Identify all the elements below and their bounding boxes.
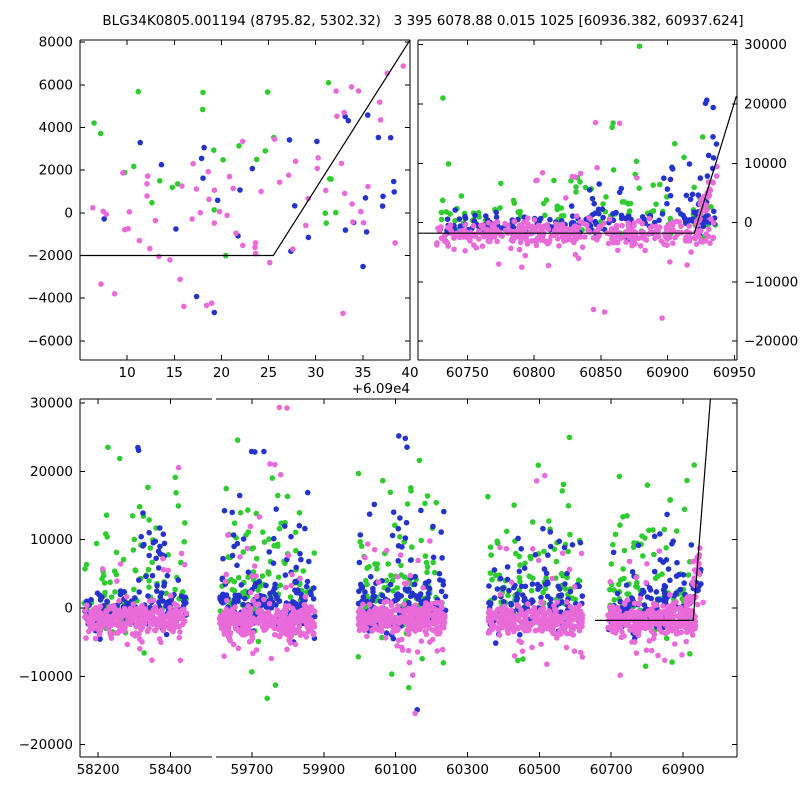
svg-text:8000: 8000	[39, 35, 73, 51]
axes-tr	[417, 39, 738, 361]
scatter-blue	[101, 112, 398, 316]
svg-text:30: 30	[307, 365, 324, 381]
panel-bl: 58200 58400 30000 20000 10000 0 −10000 −20000	[19, 396, 212, 778]
model-line	[595, 399, 711, 621]
svg-text:2000: 2000	[39, 163, 73, 179]
svg-text:−20000: −20000	[19, 737, 73, 753]
svg-text:10: 10	[119, 365, 136, 381]
svg-text:60900: 60900	[646, 365, 689, 381]
svg-text:30000: 30000	[744, 37, 787, 53]
svg-text:58200: 58200	[77, 762, 120, 778]
svg-text:59900: 59900	[302, 762, 345, 778]
axis-offset-label: +6.09e4	[352, 381, 410, 397]
axes-bl	[79, 398, 212, 758]
svg-text:20: 20	[213, 365, 230, 381]
svg-text:6000: 6000	[39, 77, 73, 93]
scatter-pink	[82, 464, 190, 664]
scatter-green	[217, 434, 697, 702]
svg-text:15: 15	[166, 365, 183, 381]
svg-text:−4000: −4000	[27, 291, 73, 307]
svg-text:58400: 58400	[149, 762, 192, 778]
panel-br: 59700 59900 60100 60300 60500 60700 60900	[216, 398, 738, 778]
axes-br	[216, 398, 738, 758]
svg-text:60800: 60800	[513, 365, 556, 381]
svg-text:−20000: −20000	[744, 334, 798, 350]
svg-text:20000: 20000	[30, 464, 73, 480]
svg-text:30000: 30000	[30, 396, 73, 412]
model-line	[418, 96, 737, 234]
svg-text:0: 0	[64, 601, 73, 617]
tick-labels-tr: 60750 60800 60850 60900 60950 30000 20000 10000…	[446, 37, 798, 381]
model-line	[80, 40, 410, 257]
svg-text:59700: 59700	[230, 762, 273, 778]
svg-text:60850: 60850	[579, 365, 622, 381]
svg-text:60700: 60700	[590, 762, 633, 778]
scatter-pink	[90, 63, 407, 317]
svg-text:60500: 60500	[518, 762, 561, 778]
tick-labels-br: 59700 59900 60100 60300 60500 60700 60900	[230, 762, 704, 778]
svg-text:10000: 10000	[30, 532, 73, 548]
svg-text:−6000: −6000	[27, 333, 73, 349]
svg-text:20000: 20000	[744, 97, 787, 113]
svg-text:60100: 60100	[374, 762, 417, 778]
svg-text:60750: 60750	[446, 365, 489, 381]
panel-tl: 10 15 20 25 30 35 40 8000 6000 4000 2000 0 −2000 −400…	[27, 35, 418, 397]
svg-text:60900: 60900	[662, 762, 705, 778]
svg-text:25: 25	[260, 365, 277, 381]
svg-text:4000: 4000	[39, 120, 73, 136]
figure-title: BLG34K0805.001194 (8795.82, 5302.32) 3 3…	[102, 13, 744, 29]
svg-text:40: 40	[401, 365, 418, 381]
svg-text:60950: 60950	[713, 365, 756, 381]
axes-tl	[79, 39, 411, 361]
tick-labels-tl: 10 15 20 25 30 35 40 8000 6000 4000 2000 0 −2000 −400…	[27, 35, 418, 397]
svg-text:60300: 60300	[446, 762, 489, 778]
svg-text:−10000: −10000	[744, 274, 798, 290]
svg-text:0: 0	[64, 205, 73, 221]
svg-text:35: 35	[354, 365, 371, 381]
svg-text:10000: 10000	[744, 156, 787, 172]
svg-text:0: 0	[744, 215, 753, 231]
svg-text:−10000: −10000	[19, 669, 73, 685]
scatter-green	[91, 79, 339, 259]
scatter-pink	[216, 404, 706, 717]
scatter-pink	[434, 119, 720, 321]
panel-tr: 60750 60800 60850 60900 60950 30000 20000 10000…	[417, 37, 798, 381]
tick-labels-bl: 58200 58400 30000 20000 10000 0 −10000 −20000	[19, 396, 192, 778]
svg-text:−2000: −2000	[27, 248, 73, 264]
